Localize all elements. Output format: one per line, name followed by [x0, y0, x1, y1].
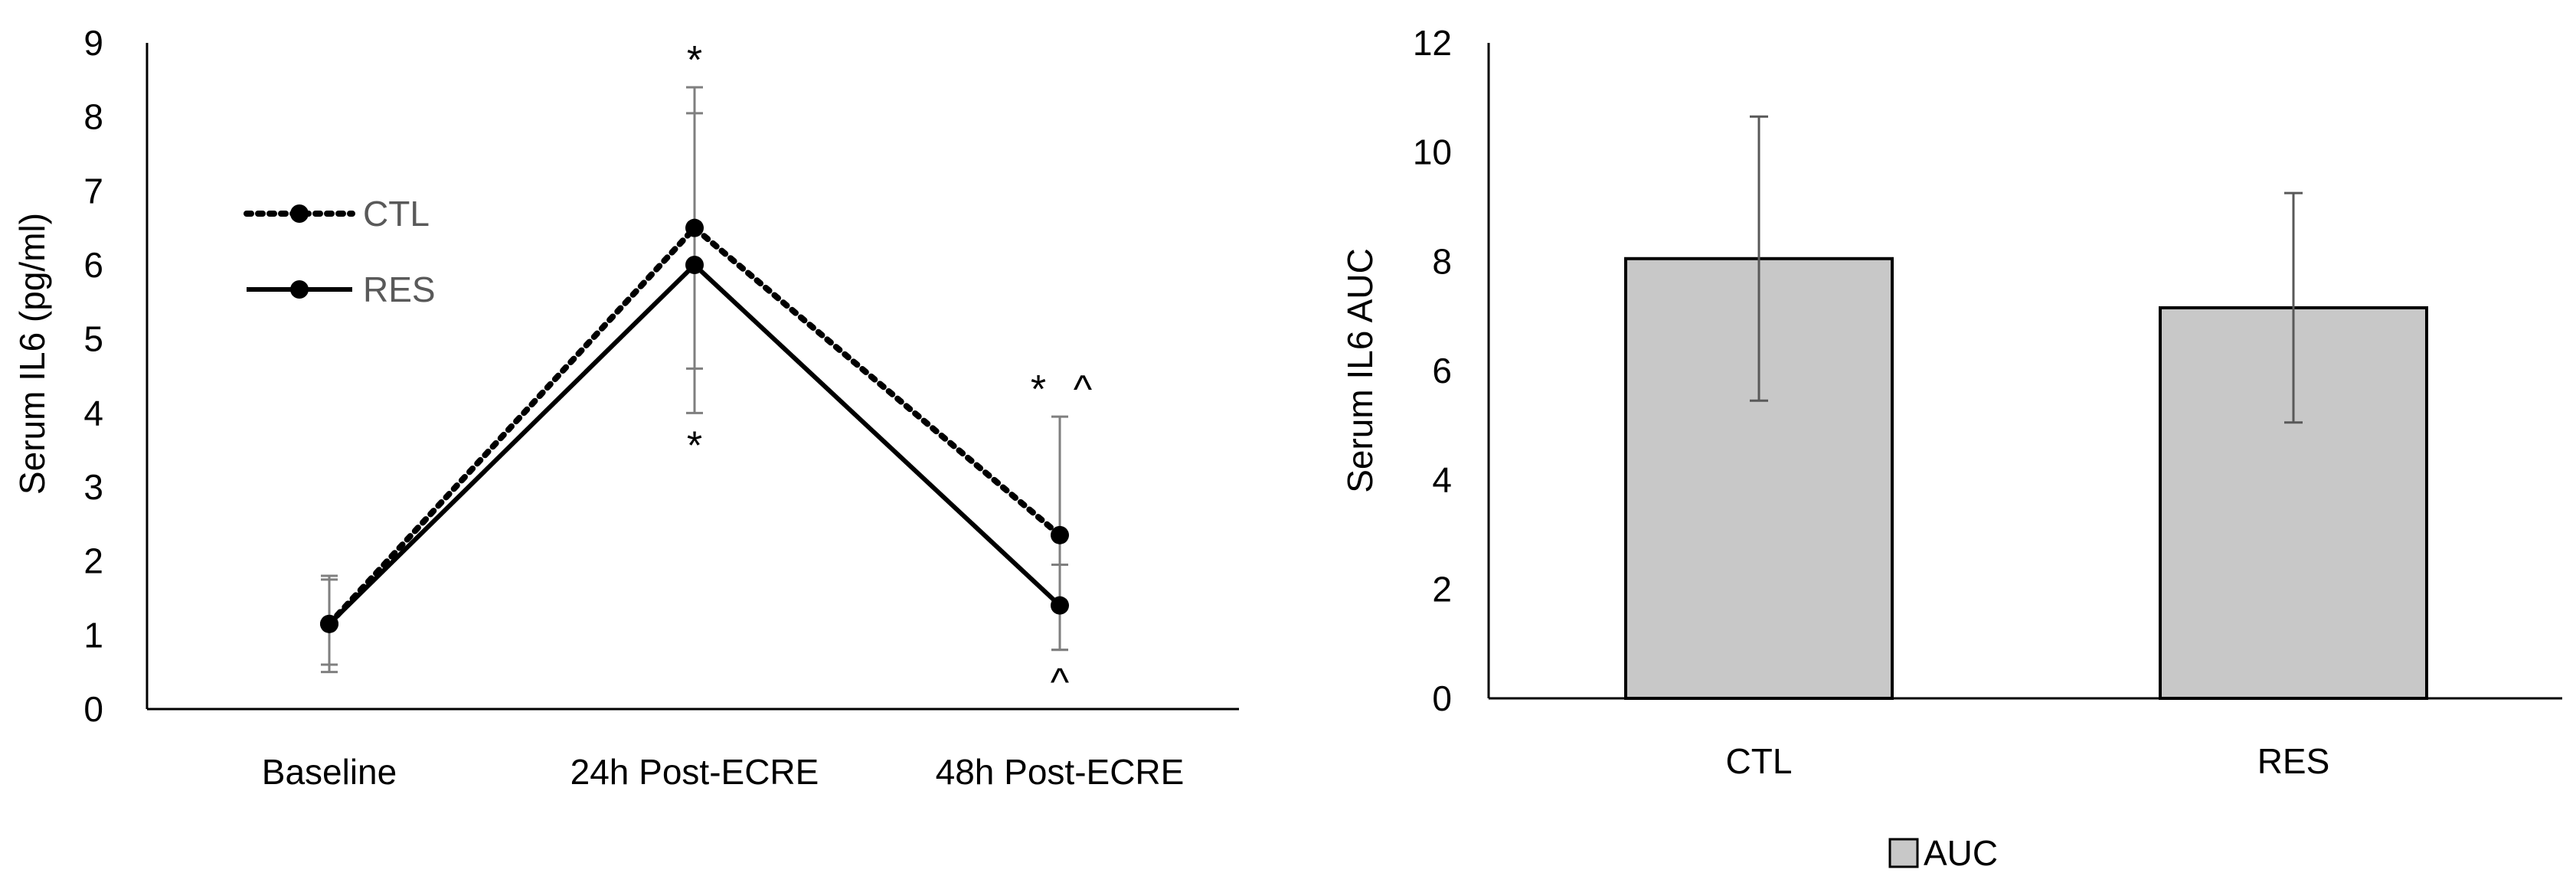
left-y-tick-label: 9: [83, 23, 103, 63]
left-y-tick-label: 5: [83, 319, 103, 359]
right-plot-area: [1487, 43, 2562, 700]
right-y-tick-label: 10: [1413, 132, 1452, 172]
significance-marker: *: [687, 423, 702, 468]
il6-auc-bar-chart: Serum IL6 AUC 0 2 4 6 8 10 12 CTL RES AUC: [1340, 23, 2562, 873]
right-x-tick-labels: CTL RES: [1726, 741, 2330, 781]
legend-label-ctl: CTL: [363, 194, 430, 234]
left-x-tick-label: 24h Post-ECRE: [570, 752, 819, 792]
significance-marker: *: [1031, 368, 1046, 412]
left-x-tick-label: 48h Post-ECRE: [936, 752, 1185, 792]
left-y-tick-label: 7: [83, 171, 103, 211]
left-y-axis-title: Serum IL6 (pg/ml): [12, 213, 52, 495]
right-x-tick-label: RES: [2257, 741, 2330, 781]
right-y-tick-label: 4: [1432, 460, 1452, 500]
significance-markers: * * * ^ ^: [687, 38, 1093, 705]
left-plot-area: [145, 43, 1239, 711]
data-point-res: [685, 256, 704, 274]
significance-marker: ^: [1074, 368, 1093, 412]
left-y-tick-labels: 0 1 2 3 4 5 6 7 8 9: [83, 23, 103, 729]
significance-marker: *: [687, 38, 702, 83]
left-y-tick-label: 0: [83, 689, 103, 729]
left-legend: CTL RES: [244, 194, 436, 309]
right-y-tick-label: 0: [1432, 678, 1452, 718]
legend-marker-res: [290, 280, 309, 299]
left-y-tick-label: 3: [83, 467, 103, 507]
left-y-tick-label: 6: [83, 245, 103, 285]
left-y-tick-label: 2: [83, 541, 103, 581]
right-y-tick-label: 8: [1432, 241, 1452, 281]
right-legend: AUC: [1888, 833, 1998, 873]
left-y-tick-label: 1: [83, 615, 103, 655]
right-y-tick-label: 12: [1413, 23, 1452, 63]
left-x-tick-label: Baseline: [262, 752, 397, 792]
data-point-res: [1051, 596, 1069, 615]
data-point-res: [320, 614, 338, 633]
right-y-tick-label: 2: [1432, 569, 1452, 609]
left-y-tick-label: 8: [83, 97, 103, 137]
legend-label-auc: AUC: [1924, 833, 1998, 873]
right-y-axis-title: Serum IL6 AUC: [1340, 248, 1380, 493]
data-point-ctl: [1051, 525, 1069, 544]
left-x-tick-labels: Baseline 24h Post-ECRE 48h Post-ECRE: [262, 752, 1185, 792]
right-y-tick-label: 6: [1432, 351, 1452, 391]
right-y-tick-labels: 0 2 4 6 8 10 12: [1413, 23, 1452, 718]
legend-label-res: RES: [363, 270, 436, 309]
il6-line-chart: Serum IL6 (pg/ml) 0 1 2 3 4 5 6 7 8 9 Baseline 24h…: [12, 23, 1239, 792]
data-point-ctl: [685, 218, 704, 237]
significance-marker: ^: [1051, 661, 1070, 705]
right-x-tick-label: CTL: [1726, 741, 1793, 781]
legend-marker-ctl: [290, 204, 309, 223]
legend-swatch-auc: [1888, 838, 1919, 868]
left-y-tick-label: 4: [83, 393, 103, 433]
